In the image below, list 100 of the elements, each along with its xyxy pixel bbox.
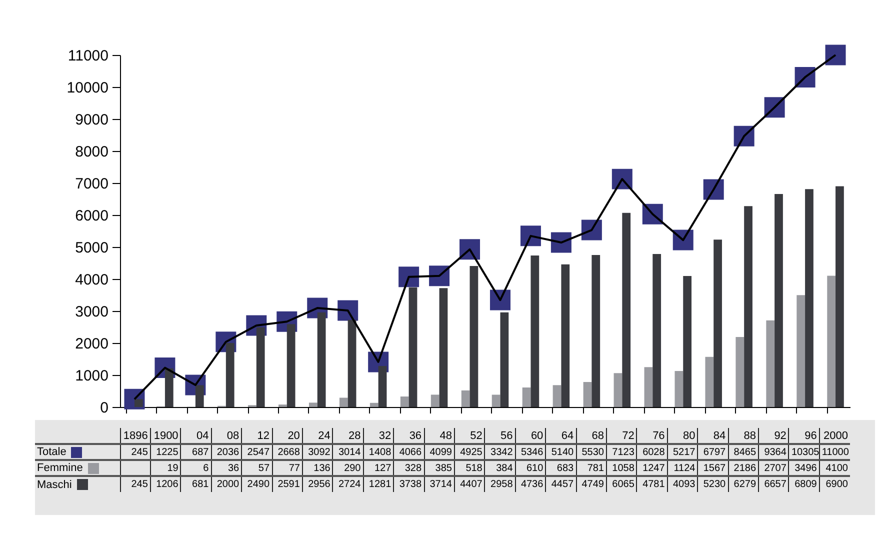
x-tick-label: 28 (332, 428, 364, 444)
data-label: 6028 (636, 444, 668, 460)
bar (226, 343, 234, 407)
bar (530, 255, 540, 407)
x-tick-label: 24 (302, 428, 333, 444)
legend-label: Totale (37, 446, 66, 458)
bar (522, 387, 531, 407)
y-tick-label: 1000 (75, 368, 108, 384)
data-label: 3496 (788, 460, 820, 476)
x-tick-label: 72 (606, 428, 637, 444)
bar (552, 385, 562, 407)
bar (805, 189, 814, 407)
data-label: 4407 (454, 476, 485, 492)
bar (614, 373, 622, 407)
data-label: 245 (120, 476, 150, 492)
x-tick-label: 36 (394, 428, 424, 444)
bar (430, 394, 440, 407)
bar (827, 276, 836, 407)
y-tick-label: 4000 (75, 272, 108, 288)
bar (705, 356, 714, 407)
data-label: 518 (454, 460, 485, 476)
y-tick-label: 10000 (66, 80, 108, 96)
data-label: 6809 (788, 476, 820, 492)
bar (348, 320, 356, 407)
x-tick-label: 12 (242, 428, 272, 444)
data-label: 384 (484, 460, 516, 476)
bar (461, 390, 470, 407)
data-label: 2490 (242, 476, 272, 492)
x-tick-label: 1900 (150, 428, 181, 444)
bar (317, 312, 326, 407)
bar (378, 366, 387, 407)
x-tick-label: 32 (363, 428, 394, 444)
data-label: 6 (180, 460, 212, 476)
data-label: 5217 (667, 444, 698, 460)
data-label: 9364 (758, 444, 789, 460)
data-label: 687 (180, 444, 212, 460)
data-label: 781 (576, 460, 606, 476)
data-label: 127 (363, 460, 394, 476)
data-label: 2707 (758, 460, 789, 476)
x-tick-label: 92 (758, 428, 789, 444)
y-tick-label: 9000 (75, 112, 108, 128)
data-label: 4749 (576, 476, 606, 492)
data-label: 4457 (546, 476, 576, 492)
x-tick-label: 56 (484, 428, 516, 444)
bar (400, 396, 409, 407)
data-label: 4066 (394, 444, 424, 460)
data-label: 1206 (150, 476, 181, 492)
data-label: 1058 (606, 460, 637, 476)
bar (583, 382, 592, 407)
data-label: 2591 (272, 476, 302, 492)
data-label: 4736 (515, 476, 546, 492)
bar (774, 194, 783, 407)
x-tick-label: 52 (454, 428, 485, 444)
data-label: 4781 (636, 476, 668, 492)
data-label: 6797 (698, 444, 728, 460)
bar (674, 371, 684, 407)
data-label: 1408 (363, 444, 394, 460)
bar (592, 255, 600, 407)
point (398, 266, 420, 288)
data-label: 2186 (728, 460, 759, 476)
bar (736, 337, 744, 407)
data-label: 1247 (636, 460, 668, 476)
data-label: 4925 (454, 444, 485, 460)
x-tick-label: 20 (272, 428, 302, 444)
data-label: 6279 (728, 476, 759, 492)
point (825, 44, 846, 66)
legend-label: Maschi (37, 478, 72, 490)
data-label: 10305 (788, 444, 820, 460)
bar (408, 287, 418, 407)
data-label: 2668 (272, 444, 302, 460)
data-label: 2956 (302, 476, 333, 492)
bar (500, 312, 509, 407)
data-label: 4099 (424, 444, 454, 460)
x-tick-label: 68 (576, 428, 606, 444)
x-tick-label: 2000 (819, 428, 850, 444)
data-label: 11000 (819, 444, 850, 460)
data-label: 77 (272, 460, 302, 476)
x-tick-label: 04 (180, 428, 212, 444)
x-tick-label: 64 (546, 428, 576, 444)
bar (439, 288, 448, 407)
bar (683, 276, 692, 407)
data-label: 1567 (698, 460, 728, 476)
data-label: 3738 (394, 476, 424, 492)
bar (134, 399, 143, 407)
data-label: 1225 (150, 444, 181, 460)
data-label: 683 (546, 460, 576, 476)
data-label: 5346 (515, 444, 546, 460)
bar (644, 367, 653, 407)
y-tick-label: 11000 (68, 48, 108, 64)
data-label: 3014 (332, 444, 364, 460)
y-tick-label: 7000 (75, 176, 108, 192)
data-label: 5530 (576, 444, 606, 460)
data-label: 290 (332, 460, 364, 476)
data-label: 6900 (819, 476, 850, 492)
data-label: 57 (242, 460, 272, 476)
bar (308, 402, 318, 407)
x-tick-label: 88 (728, 428, 759, 444)
data-label: 3714 (424, 476, 454, 492)
data-label: 4100 (819, 460, 850, 476)
bar (561, 264, 570, 407)
